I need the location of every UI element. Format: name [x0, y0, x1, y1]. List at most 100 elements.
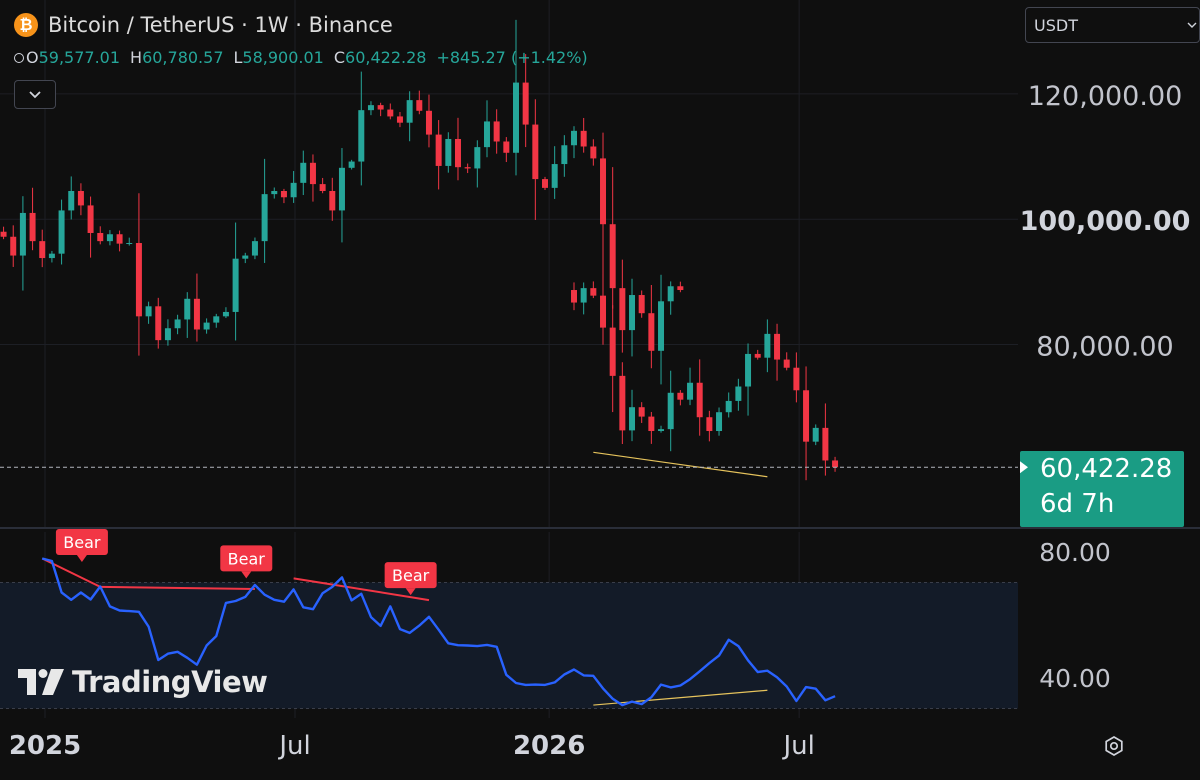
- bear-divergence-label: Bear: [384, 562, 437, 596]
- ohlc-close: C60,422.28: [333, 48, 427, 67]
- divergence-layer: [41, 451, 768, 706]
- candle-body: [10, 236, 17, 256]
- current-price-tag: [1020, 451, 1184, 527]
- bear-label-text: Bear: [228, 549, 266, 568]
- candle-body: [164, 328, 171, 341]
- candle-body: [658, 429, 665, 432]
- bear-label-box: [55, 529, 108, 556]
- candle-body: [251, 241, 258, 256]
- bear-label-pointer: [241, 571, 252, 579]
- candle-body: [532, 124, 539, 180]
- pane-separator: [0, 527, 1200, 529]
- candle-body: [396, 116, 403, 123]
- candle-body: [493, 121, 500, 142]
- candle-body: [512, 82, 519, 153]
- candle-body: [793, 367, 800, 391]
- ohlc-legend: O59,577.01 H60,780.57 L58,900.01 C60,422…: [14, 48, 588, 67]
- ohlc-low: L58,900.01: [233, 48, 324, 67]
- ohlc-open: O59,577.01: [14, 48, 120, 67]
- candle-body: [435, 134, 442, 166]
- candle-body: [522, 82, 529, 125]
- candle-body: [145, 306, 152, 317]
- candle-body: [822, 427, 829, 461]
- candle-body: [551, 164, 558, 188]
- candle-body: [580, 288, 587, 303]
- candle-body: [677, 286, 684, 291]
- candle-body: [745, 353, 752, 387]
- candle-body: [155, 306, 162, 341]
- candle-body: [725, 400, 732, 413]
- candle-body: [706, 417, 713, 432]
- chart-title: Bitcoin / TetherUS · 1W · Binance: [48, 13, 393, 37]
- candle-body: [203, 322, 210, 330]
- grid-layer: [0, 0, 1200, 718]
- price-axis-label: 80,000.00: [1036, 332, 1173, 363]
- candle-body: [474, 147, 481, 169]
- price-bullish-divergence-line: [593, 451, 768, 478]
- bar-countdown: 6d 7h: [1040, 489, 1114, 519]
- rsi-band: [0, 582, 1018, 709]
- visibility-ring-icon[interactable]: [14, 53, 24, 63]
- current-price-value: 60,422.28: [1040, 454, 1172, 484]
- candle-body: [387, 109, 394, 117]
- candle-body: [300, 162, 307, 183]
- currency-selector[interactable]: USDT: [1025, 7, 1200, 43]
- collapse-legend-button[interactable]: [14, 80, 56, 109]
- ohlc-open-value: 59,577.01: [38, 48, 121, 67]
- tradingview-logo-text: TradingView: [72, 665, 268, 699]
- chevron-down-icon: [1187, 22, 1197, 28]
- candle-body: [483, 121, 490, 148]
- candle-body: [542, 179, 548, 188]
- rsi-band-layer: [0, 581, 1018, 710]
- candle-body: [126, 243, 133, 245]
- candle-body: [242, 255, 249, 259]
- time-axis-label: Jul: [277, 731, 310, 761]
- label-layer: Bear Bear Bear: [55, 529, 437, 596]
- bear-label-text: Bear: [392, 566, 430, 585]
- candle-body: [638, 407, 645, 417]
- candle-body: [97, 232, 104, 242]
- settings-icon[interactable]: [1102, 734, 1126, 758]
- candle-body: [184, 298, 191, 320]
- candle-body: [425, 110, 432, 135]
- candle-body: [77, 191, 84, 206]
- chart-header: ₿ Bitcoin / TetherUS · 1W · Binance: [14, 10, 393, 40]
- candle-body: [803, 390, 810, 442]
- rsi-bullish-divergence-line: [593, 689, 768, 706]
- candle-body: [48, 253, 55, 259]
- candle-body: [783, 359, 790, 368]
- candle-body: [68, 191, 75, 211]
- candle-body: [580, 130, 587, 147]
- candle-body: [367, 105, 374, 111]
- rsi-series: [41, 557, 836, 707]
- candle-body: [106, 234, 113, 242]
- price-axis-label: 120,000.00: [1028, 81, 1183, 112]
- candle-body: [629, 295, 636, 331]
- candle-body: [358, 110, 365, 162]
- current-price-marker-icon: [1020, 461, 1028, 474]
- ohlc-low-value: 58,900.01: [242, 48, 324, 67]
- candle-body: [754, 353, 761, 358]
- candle-body: [609, 327, 616, 376]
- tradingview-logo[interactable]: TradingView: [18, 665, 268, 699]
- candle-body: [571, 290, 578, 303]
- time-axis-label: 2025: [9, 731, 81, 761]
- candle-body: [87, 205, 94, 233]
- candle-body: [290, 182, 297, 198]
- candle-body: [590, 146, 597, 159]
- candle-body: [454, 138, 461, 168]
- candle-body: [764, 333, 771, 358]
- candle-body: [329, 191, 336, 211]
- rsi-bearish-divergence-line: [100, 585, 255, 591]
- rsi-axis-label: 40.00: [1039, 664, 1111, 693]
- candle-body: [667, 286, 674, 302]
- rsi-line: [41, 557, 836, 707]
- bear-label-text: Bear: [63, 533, 101, 552]
- rsi-bearish-divergence-line: [293, 577, 430, 602]
- candle-body: [445, 138, 452, 166]
- candle-body: [309, 162, 316, 185]
- bear-divergence-label: Bear: [55, 529, 108, 563]
- candle-body: [116, 234, 123, 244]
- candle-body: [348, 161, 355, 168]
